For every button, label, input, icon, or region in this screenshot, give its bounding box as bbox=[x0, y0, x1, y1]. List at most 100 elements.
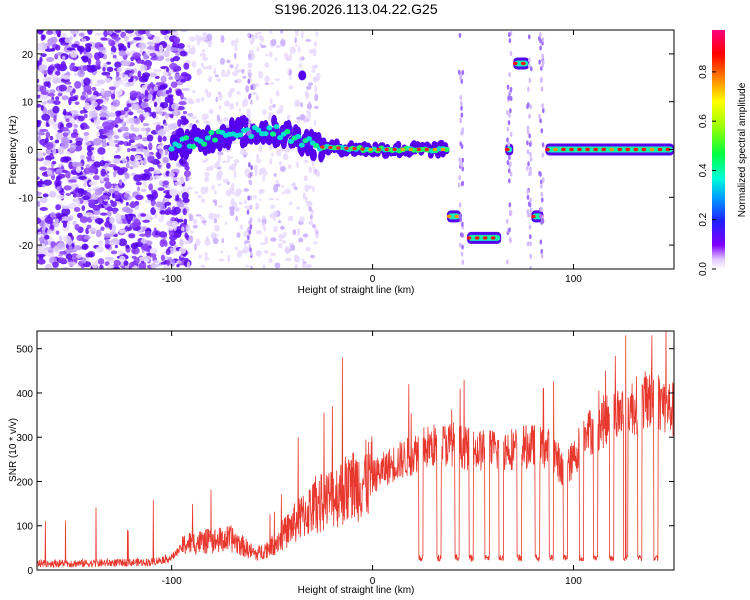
noise-blob bbox=[87, 187, 92, 193]
band-blob bbox=[538, 59, 541, 65]
noise-blob bbox=[300, 101, 304, 108]
spectrogram-marks bbox=[37, 30, 674, 269]
noise-blob bbox=[238, 201, 243, 205]
noise-blob bbox=[84, 43, 93, 48]
noise-blob bbox=[212, 237, 219, 245]
band-blob bbox=[509, 108, 512, 114]
segment-peak bbox=[577, 147, 582, 152]
noise-blob bbox=[129, 90, 138, 98]
noise-blob bbox=[112, 208, 118, 215]
noise-blob bbox=[122, 157, 126, 164]
noise-blob bbox=[83, 167, 91, 175]
noise-blob bbox=[109, 242, 116, 246]
band-blob bbox=[505, 218, 509, 224]
ridge-core bbox=[269, 131, 276, 137]
noise-blob bbox=[75, 166, 82, 173]
noise-blob bbox=[149, 52, 158, 57]
noise-blob bbox=[135, 181, 142, 186]
band-blob bbox=[508, 38, 512, 44]
noise-blob bbox=[41, 113, 51, 121]
noise-blob bbox=[45, 137, 49, 144]
ridge-peak bbox=[432, 147, 438, 152]
band-blob bbox=[540, 183, 543, 189]
noise-blob bbox=[132, 52, 141, 59]
noise-blob bbox=[298, 62, 303, 69]
noise-blob bbox=[87, 58, 92, 65]
noise-blob bbox=[61, 207, 71, 216]
segment-peak bbox=[585, 147, 590, 152]
noise-blob bbox=[100, 194, 109, 200]
noise-blob bbox=[84, 113, 88, 119]
noise-blob bbox=[195, 214, 202, 217]
noise-blob bbox=[135, 143, 143, 147]
band-blob bbox=[506, 126, 510, 132]
band-blob bbox=[538, 113, 541, 119]
noise-blob bbox=[168, 76, 174, 81]
noise-blob bbox=[81, 243, 89, 250]
noise-blob bbox=[83, 182, 87, 187]
noise-blob bbox=[87, 30, 93, 35]
noise-blob bbox=[275, 109, 281, 115]
noise-blob bbox=[80, 122, 88, 130]
noise-blob bbox=[218, 104, 222, 110]
noise-blob bbox=[110, 250, 118, 255]
noise-blob bbox=[85, 125, 90, 129]
noise-blob bbox=[65, 170, 71, 179]
noise-blob bbox=[40, 94, 46, 99]
band-blob bbox=[528, 57, 531, 63]
noise-blob bbox=[143, 98, 149, 102]
noise-blob bbox=[311, 69, 316, 73]
noise-blob bbox=[60, 60, 66, 69]
noise-blob bbox=[294, 30, 299, 37]
noise-blob bbox=[213, 190, 217, 195]
noise-blob bbox=[47, 38, 54, 46]
noise-blob bbox=[290, 183, 296, 186]
noise-blob bbox=[268, 258, 273, 264]
noise-blob bbox=[307, 185, 313, 189]
ridge-peak bbox=[408, 147, 413, 152]
noise-blob bbox=[274, 57, 278, 62]
noise-blob bbox=[259, 242, 266, 245]
noise-blob bbox=[102, 66, 106, 72]
noise-blob bbox=[268, 197, 275, 201]
noise-blob bbox=[216, 166, 221, 170]
noise-blob bbox=[180, 115, 187, 120]
noise-blob bbox=[157, 187, 165, 191]
noise-blob bbox=[163, 34, 169, 41]
noise-blob bbox=[44, 234, 50, 240]
noise-blob bbox=[49, 135, 54, 141]
noise-blob bbox=[230, 182, 235, 191]
band-blob bbox=[508, 32, 511, 38]
noise-blob bbox=[313, 241, 318, 245]
noise-blob bbox=[160, 75, 167, 84]
noise-blob bbox=[131, 127, 140, 133]
noise-blob bbox=[88, 160, 95, 165]
noise-blob bbox=[156, 90, 164, 97]
noise-blob bbox=[305, 38, 312, 42]
noise-blob bbox=[309, 214, 313, 220]
noise-blob bbox=[168, 95, 174, 104]
noise-blob bbox=[103, 126, 107, 134]
noise-blob bbox=[264, 82, 270, 86]
noise-blob bbox=[133, 36, 142, 41]
noise-blob bbox=[192, 44, 195, 53]
noise-blob bbox=[74, 101, 80, 105]
noise-blob bbox=[252, 91, 258, 96]
noise-blob bbox=[258, 198, 262, 201]
noise-blob bbox=[88, 165, 97, 174]
noise-blob bbox=[54, 245, 59, 251]
noise-blob bbox=[311, 159, 315, 167]
band-blob bbox=[461, 157, 465, 163]
noise-blob bbox=[138, 262, 144, 269]
noise-blob bbox=[152, 35, 161, 44]
band-blob bbox=[541, 63, 544, 69]
noise-blob bbox=[270, 97, 273, 105]
noise-blob bbox=[182, 208, 187, 216]
noise-blob bbox=[163, 111, 167, 116]
noise-blob bbox=[61, 33, 67, 38]
noise-blob bbox=[113, 154, 122, 160]
noise-blob bbox=[58, 235, 63, 243]
noise-blob bbox=[163, 50, 171, 58]
noise-blob bbox=[103, 30, 108, 38]
noise-blob bbox=[275, 148, 282, 157]
